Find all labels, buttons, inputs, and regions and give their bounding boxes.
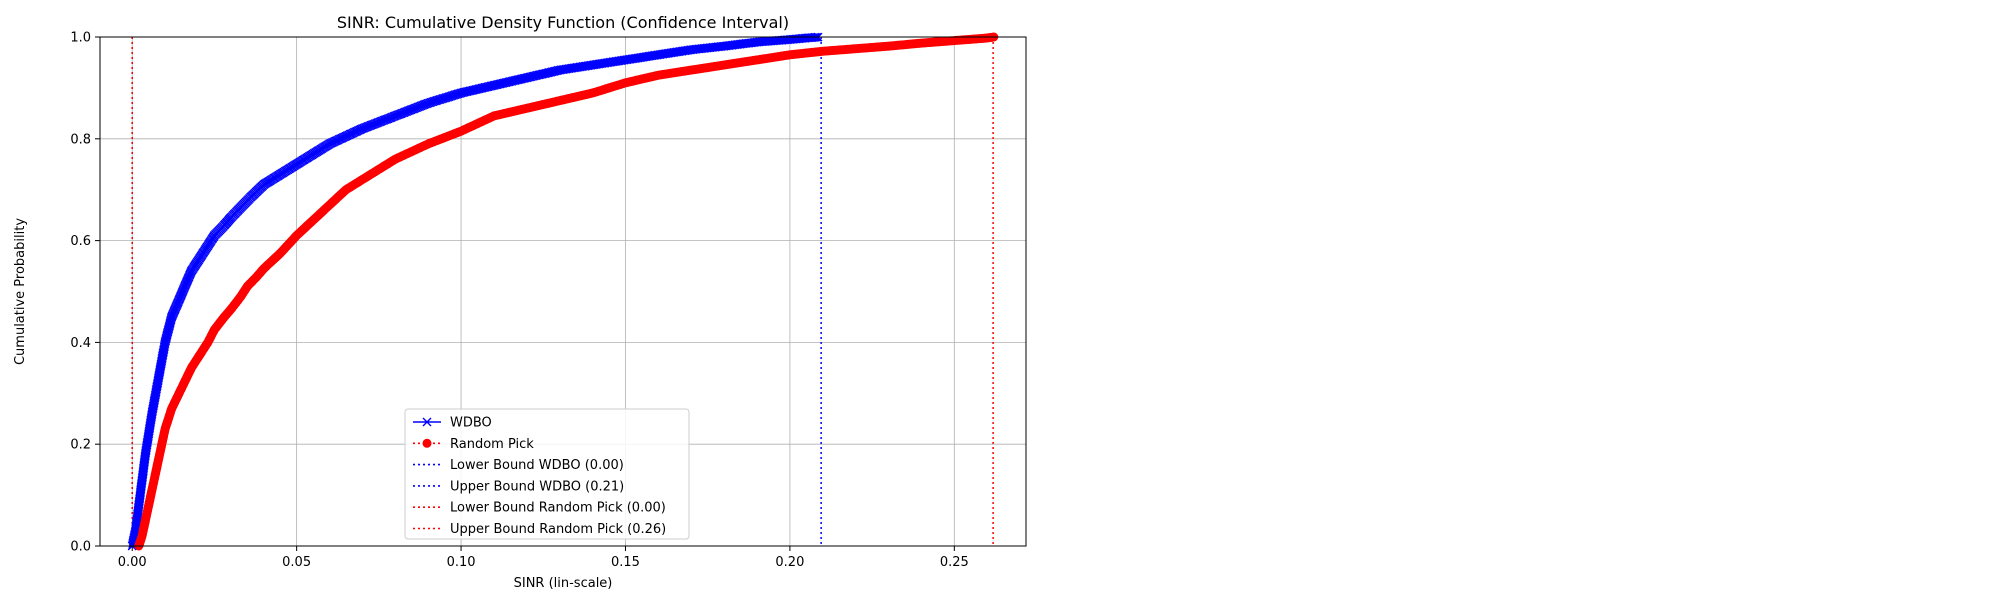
y-tick-label: 0.8 — [70, 132, 91, 147]
legend-item: Lower Bound Random Pick (0.00) — [413, 501, 666, 516]
y-axis-label: Cumulative Probability — [13, 218, 28, 365]
legend-label: Random Pick — [450, 437, 534, 452]
y-tick-label: 0.2 — [70, 438, 91, 453]
legend-box — [404, 408, 690, 540]
legend-item: WDBO — [413, 416, 492, 431]
x-tick-label: 0.00 — [118, 555, 147, 570]
plot-frame — [99, 36, 1027, 547]
x-tick-label: 0.25 — [940, 555, 969, 570]
legend-label: Upper Bound Random Pick (0.26) — [450, 522, 666, 537]
x-axis-label: SINR (lin-scale) — [514, 576, 613, 591]
legend-item: Upper Bound WDBO (0.21) — [413, 479, 624, 494]
x-tick-label: 0.10 — [447, 555, 476, 570]
x-tick-label: 0.20 — [775, 555, 804, 570]
legend-label: Lower Bound WDBO (0.00) — [450, 458, 624, 473]
series-markers — [134, 32, 999, 551]
x-tick-label: 0.05 — [282, 555, 311, 570]
legend-item: Upper Bound Random Pick (0.26) — [413, 522, 666, 537]
legend: WDBO Random Pick Lower Bound WDBO (0.00) Up… — [404, 408, 690, 540]
legend-label: WDBO — [450, 416, 492, 431]
legend-label: Upper Bound WDBO (0.21) — [450, 479, 624, 494]
legend-marker — [422, 438, 432, 448]
y-tick-label: 0.4 — [70, 336, 91, 351]
legend-label: Lower Bound Random Pick (0.00) — [450, 501, 666, 516]
data-layer — [127, 32, 999, 551]
y-tick-label: 0.6 — [70, 234, 91, 249]
legend-marker — [422, 417, 432, 427]
chart-title: SINR: Cumulative Density Function (Confi… — [337, 13, 789, 32]
legend-item: Lower Bound WDBO (0.00) — [413, 458, 624, 473]
y-tick-label: 1.0 — [70, 31, 91, 46]
x-tick-label: 0.15 — [611, 555, 640, 570]
y-tick-label: 0.0 — [70, 540, 91, 555]
ticks: 0.00 0.05 0.10 0.15 0.20 0.25 0.0 0.2 0.4 0.6 0.8 1… — [70, 31, 968, 571]
series-markers — [127, 32, 823, 551]
legend-item: Random Pick — [413, 437, 534, 452]
